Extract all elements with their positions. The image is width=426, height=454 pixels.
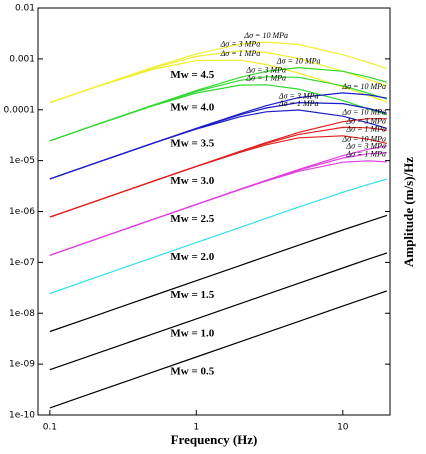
magnitude-label: Mw = 2.5: [170, 213, 214, 225]
y-tick-label: 0.0001: [4, 105, 36, 115]
magnitude-label: Mw = 4.5: [170, 69, 214, 81]
stress-drop-label: Δσ = 1 MPa: [345, 125, 386, 134]
spectrum-line: [49, 290, 388, 409]
stress-drop-label: Δσ = 10 MPa: [341, 135, 386, 144]
x-tick-label: 0.1: [43, 423, 57, 433]
stress-drop-label: Δσ = 10 MPa: [341, 107, 386, 116]
spectrum-line: [49, 214, 388, 333]
magnitude-label: Mw = 3.0: [170, 175, 214, 187]
stress-drop-label: Δσ = 3 MPa: [345, 116, 386, 125]
spectrum-line: [49, 178, 388, 295]
y-tick-label: 0.001: [9, 54, 35, 64]
y-tick-label: 1e-07: [9, 258, 35, 268]
stress-drop-label: Δσ = 1 MPa: [220, 49, 261, 58]
spectrum-line: [49, 92, 388, 180]
stress-drop-label: Δσ = 10 MPa: [341, 82, 386, 91]
spectrum-line: [49, 118, 387, 218]
stress-drop-label: Δσ = 1 MPa: [278, 99, 319, 108]
stress-drop-label: Δσ = 1 MPa: [345, 150, 386, 159]
spectrum-line: [49, 66, 388, 142]
magnitude-label: Mw = 0.5: [170, 366, 214, 378]
spectrum-line: [49, 145, 388, 256]
x-axis-label: Frequency (Hz): [171, 432, 258, 447]
x-tick-label: 1: [193, 423, 199, 433]
magnitude-label: Mw = 1.5: [170, 289, 214, 301]
y-tick-label: 0.01: [15, 4, 35, 14]
y-tick-label: 1e-10: [9, 411, 35, 421]
stress-drop-label: Δσ = 3 MPa: [345, 141, 386, 150]
stress-drop-label: Δσ = 10 MPa: [276, 56, 321, 65]
stress-drop-label: Δσ = 3 MPa: [220, 40, 261, 49]
magnitude-label: Mw = 2.0: [170, 251, 214, 263]
stress-drop-label: Δσ = 1 MPa: [245, 74, 286, 83]
stress-drop-label: Δσ = 3 MPa: [278, 91, 319, 100]
magnitude-label: Mw = 3.5: [170, 138, 214, 150]
spectrum-line: [49, 59, 388, 104]
y-tick-label: 1e-05: [9, 156, 35, 166]
stress-drop-label: Δσ = 3 MPa: [245, 66, 286, 75]
spectrum-line: [49, 252, 388, 371]
magnitude-label: Mw = 4.0: [170, 102, 214, 114]
magnitude-label: Mw = 1.0: [170, 327, 214, 339]
y-axis-label: Amplitude (m/s)/Hz: [401, 157, 416, 267]
stress-drop-label: Δσ = 10 MPa: [243, 31, 288, 40]
spectrum-line: [49, 41, 388, 104]
y-tick-label: 1e-08: [9, 309, 35, 319]
y-tick-label: 1e-06: [9, 207, 35, 217]
y-tick-label: 1e-09: [9, 360, 35, 370]
x-tick-label: 10: [337, 423, 349, 433]
plot-area: [49, 41, 388, 409]
